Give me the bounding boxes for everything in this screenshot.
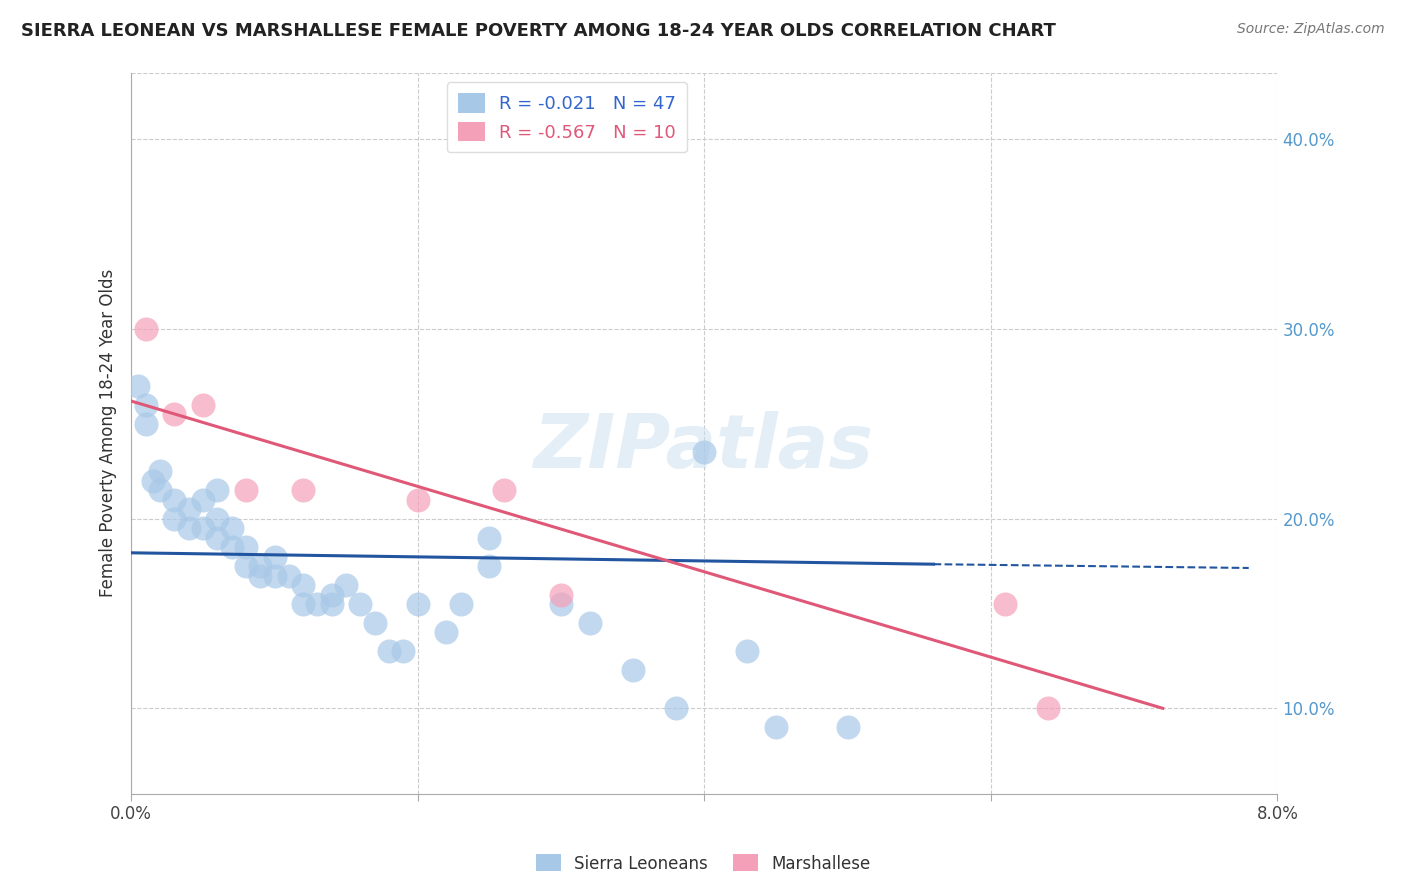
Point xyxy=(205,531,228,545)
Point xyxy=(191,398,214,412)
Point xyxy=(1036,701,1059,715)
Point xyxy=(737,644,759,658)
Legend: R = -0.021   N = 47, R = -0.567   N = 10: R = -0.021 N = 47, R = -0.567 N = 10 xyxy=(447,82,686,153)
Point xyxy=(321,588,343,602)
Point xyxy=(406,597,429,611)
Point xyxy=(191,521,214,535)
Point xyxy=(221,521,243,535)
Point xyxy=(205,483,228,498)
Point xyxy=(436,625,458,640)
Point xyxy=(450,597,472,611)
Point xyxy=(406,492,429,507)
Point xyxy=(392,644,415,658)
Point xyxy=(492,483,515,498)
Point xyxy=(349,597,371,611)
Point xyxy=(994,597,1017,611)
Point xyxy=(163,408,186,422)
Text: Source: ZipAtlas.com: Source: ZipAtlas.com xyxy=(1237,22,1385,37)
Point xyxy=(292,578,315,592)
Point xyxy=(292,483,315,498)
Point xyxy=(621,664,644,678)
Point xyxy=(478,559,501,574)
Point xyxy=(249,559,271,574)
Point xyxy=(550,597,572,611)
Point xyxy=(163,492,186,507)
Point xyxy=(321,597,343,611)
Point xyxy=(307,597,329,611)
Point xyxy=(693,445,716,459)
Point xyxy=(135,322,157,336)
Point xyxy=(263,549,285,564)
Text: SIERRA LEONEAN VS MARSHALLESE FEMALE POVERTY AMONG 18-24 YEAR OLDS CORRELATION C: SIERRA LEONEAN VS MARSHALLESE FEMALE POV… xyxy=(21,22,1056,40)
Point xyxy=(221,540,243,554)
Point xyxy=(235,559,257,574)
Point xyxy=(292,597,315,611)
Point xyxy=(177,521,200,535)
Point xyxy=(665,701,688,715)
Point xyxy=(135,398,157,412)
Point xyxy=(249,568,271,582)
Point xyxy=(177,502,200,516)
Point xyxy=(149,464,172,478)
Point xyxy=(142,474,165,488)
Point xyxy=(550,588,572,602)
Point xyxy=(205,511,228,525)
Point xyxy=(135,417,157,431)
Point xyxy=(378,644,401,658)
Point xyxy=(191,492,214,507)
Point xyxy=(765,720,787,734)
Point xyxy=(478,531,501,545)
Point xyxy=(235,483,257,498)
Y-axis label: Female Poverty Among 18-24 Year Olds: Female Poverty Among 18-24 Year Olds xyxy=(100,269,117,598)
Point xyxy=(263,568,285,582)
Point xyxy=(578,615,600,630)
Point xyxy=(149,483,172,498)
Point xyxy=(364,615,387,630)
Point xyxy=(335,578,357,592)
Legend: Sierra Leoneans, Marshallese: Sierra Leoneans, Marshallese xyxy=(529,847,877,880)
Point xyxy=(163,511,186,525)
Text: ZIPatlas: ZIPatlas xyxy=(534,411,875,484)
Point xyxy=(127,379,149,393)
Point xyxy=(837,720,859,734)
Point xyxy=(235,540,257,554)
Point xyxy=(277,568,299,582)
